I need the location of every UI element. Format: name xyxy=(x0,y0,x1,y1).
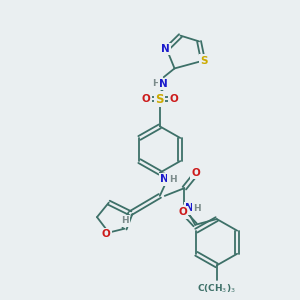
Text: O: O xyxy=(192,168,200,178)
Text: O: O xyxy=(101,230,110,239)
Text: H: H xyxy=(193,204,201,213)
Text: O: O xyxy=(169,94,178,104)
Text: S: S xyxy=(156,93,164,106)
Text: H: H xyxy=(121,217,128,226)
Text: H: H xyxy=(152,80,160,88)
Text: N: N xyxy=(185,203,194,213)
Text: N: N xyxy=(160,175,169,184)
Text: C(CH$_3$)$_3$: C(CH$_3$)$_3$ xyxy=(197,283,236,295)
Text: O: O xyxy=(142,94,150,104)
Text: N: N xyxy=(161,44,170,54)
Text: S: S xyxy=(200,56,208,66)
Text: H: H xyxy=(169,175,176,184)
Text: O: O xyxy=(178,207,187,217)
Text: N: N xyxy=(159,79,168,89)
